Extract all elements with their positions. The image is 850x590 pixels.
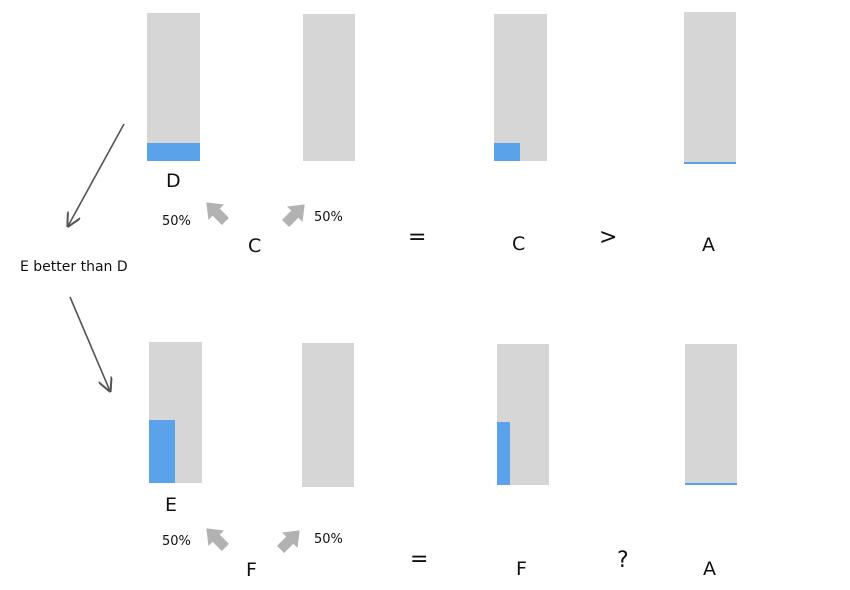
fat-arrow-up-left-top: [206, 202, 229, 225]
bar-d-fill: [147, 143, 200, 161]
equals-top: =: [408, 225, 426, 250]
bar-f-fill: [497, 422, 510, 485]
result-label-top: C: [512, 233, 525, 255]
arrow-down-left: [68, 123, 125, 226]
compare-bottom: ?: [617, 548, 629, 573]
result-label-bottom: F: [516, 558, 527, 580]
side-note: E better than D: [20, 259, 128, 275]
target-label-top: A: [702, 234, 715, 256]
compare-top: >: [599, 225, 617, 250]
pct-left-top: 50%: [162, 214, 191, 229]
mix-label-bottom: F: [246, 559, 257, 581]
mix-label-top: C: [248, 235, 261, 257]
bar-e-fill: [149, 420, 175, 483]
fat-arrow-up-left-bottom: [206, 528, 229, 551]
bar-c-fill: [494, 143, 520, 161]
pct-right-bottom: 50%: [314, 532, 343, 547]
bar-a-fill-top: [684, 162, 736, 164]
row-bottom: E 50% 50% F = F ? A: [149, 342, 737, 581]
fat-arrow-up-right-bottom: [277, 530, 300, 553]
label-e: E: [165, 494, 177, 516]
bar-a-fill-bottom: [685, 483, 737, 485]
equals-bottom: =: [410, 547, 428, 572]
bar-d-track: [147, 13, 200, 161]
row-top: D 50% 50% C = C > A: [147, 12, 736, 257]
fat-arrow-up-right-top: [282, 204, 305, 227]
bar-empty-top: [303, 14, 355, 161]
bar-empty-bottom: [302, 343, 354, 487]
bar-a-track-bottom: [685, 344, 737, 485]
target-label-bottom: A: [703, 558, 716, 580]
pct-right-top: 50%: [314, 210, 343, 225]
arrow-down-right: [69, 296, 110, 391]
bar-c-track: [494, 14, 547, 161]
label-d: D: [166, 170, 181, 192]
bar-a-track-top: [684, 12, 736, 164]
pct-left-bottom: 50%: [162, 534, 191, 549]
